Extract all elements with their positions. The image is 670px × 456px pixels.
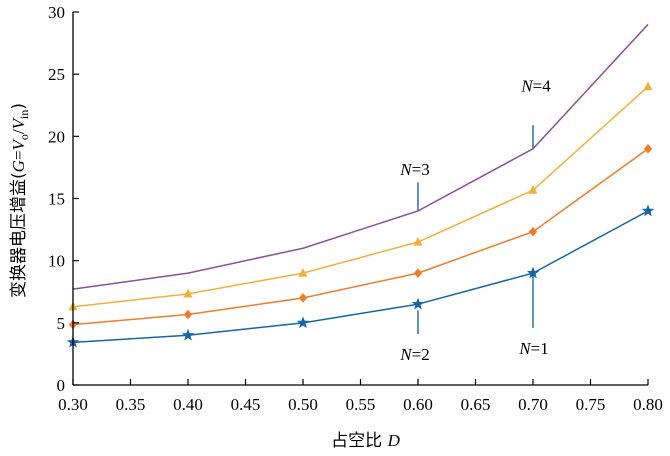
x-tick-label: 0.50 [288,395,318,414]
data-point-diamond [643,143,653,154]
data-point-triangle [413,237,423,246]
data-point-triangle [643,81,653,91]
y-tick-label: 20 [48,127,65,146]
y-tick-label: 10 [48,252,65,271]
plot-area [66,23,655,348]
x-tick-label: 0.75 [576,395,606,414]
data-point-diamond [413,268,423,278]
y-tick-label: 15 [48,190,65,209]
annotation-label-n3: N=3 [399,160,429,179]
data-point-triangle [298,268,308,277]
axes: 0.30 0.35 0.40 0.45 0.50 0.55 0.60 0.65 0.70 0.75… [48,3,663,414]
x-tick-label: 0.40 [173,395,203,414]
x-tick-label: 0.65 [461,395,491,414]
data-point-star [296,316,310,329]
x-tick-label: 0.55 [346,395,376,414]
y-axis-title: 变换器电压增益(G=Vo/Vin) [9,103,31,298]
annotation-label-n2: N=2 [399,345,429,364]
x-tick-label: 0.70 [518,395,548,414]
annotation-label-n4: N=4 [520,77,551,96]
y-tick-label: 30 [48,3,65,22]
y-tick-label: 25 [48,65,65,84]
data-point-diamond [528,226,538,237]
data-point-triangle [528,185,538,194]
data-point-star [641,204,655,217]
series-line-1 [72,210,649,344]
data-point-triangle [183,288,193,298]
annotations: N=4 N=3 N=2 N=1 [399,77,551,365]
x-tick-label: 0.30 [58,395,88,414]
y-tick-label: 5 [57,314,66,333]
x-axis-title: 占空比 D [331,431,400,451]
x-tick-label: 0.45 [231,395,261,414]
data-point-diamond [298,293,308,303]
data-point-diamond [183,309,193,320]
data-point-star [526,266,540,279]
series-line-3 [72,86,649,308]
data-point-star [181,328,195,341]
x-tick-label: 0.60 [403,395,433,414]
annotation-label-n1: N=1 [518,339,548,358]
x-tick-label: 0.35 [116,395,146,414]
x-tick-label: 0.80 [633,395,663,414]
y-tick-label: 0 [57,376,66,395]
series-line-4 [72,23,649,290]
data-point-star [411,297,425,310]
series-line-2 [72,148,649,326]
